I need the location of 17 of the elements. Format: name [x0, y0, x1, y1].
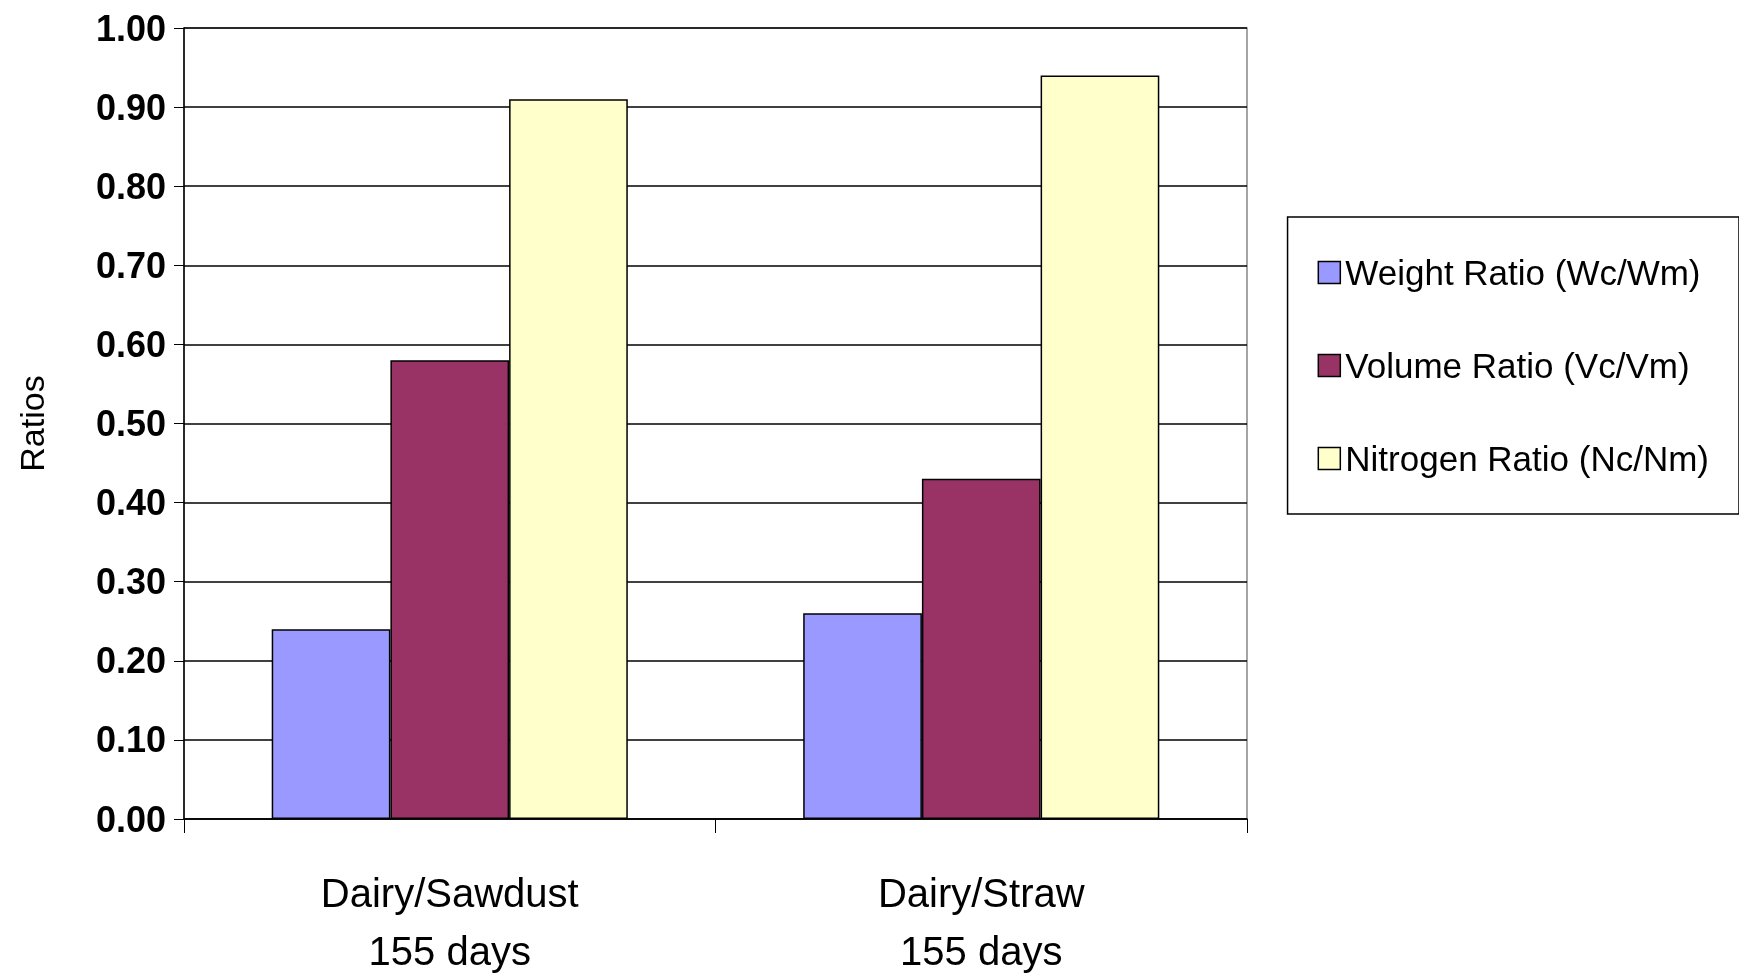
y-tick-label: 0.20 — [95, 640, 166, 682]
y-tick-label: 0.10 — [95, 719, 166, 761]
y-tick-label: 0.70 — [95, 244, 166, 286]
y-tick-label: 0.30 — [95, 561, 166, 603]
y-tick-label: 0.80 — [95, 165, 166, 207]
legend-label: Weight Ratio (Wc/Wm) — [1345, 253, 1701, 292]
y-tick-label: 0.90 — [95, 86, 166, 128]
legend-label: Nitrogen Ratio (Nc/Nm) — [1345, 439, 1710, 478]
y-tick-label: 0.40 — [95, 482, 166, 524]
y-axis-title: Ratios — [13, 375, 51, 472]
y-tick-label: 0.00 — [95, 798, 166, 840]
y-tick-label: 0.50 — [95, 403, 166, 444]
x-tick-label: Dairy/Straw 155 days — [877, 871, 1085, 973]
legend-label: Volume Ratio (Vc/Vm) — [1345, 346, 1690, 385]
x-tick-label: Dairy/Sawdust 155 days — [320, 871, 579, 973]
y-tick-label: 1.00 — [95, 7, 166, 49]
y-tick-label: 0.60 — [95, 323, 166, 365]
